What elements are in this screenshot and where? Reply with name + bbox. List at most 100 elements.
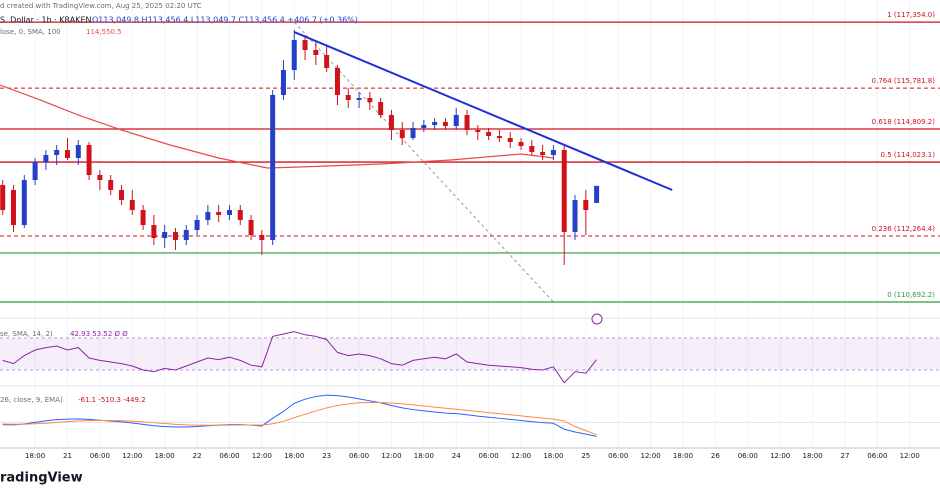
candle-body xyxy=(75,145,81,158)
candle-body xyxy=(226,210,232,216)
candle-body xyxy=(10,190,16,226)
watermark: d created with TradingView.com, Aug 25, … xyxy=(0,2,202,10)
fib-label: 0.618 (114,809.2) xyxy=(872,118,936,126)
x-tick-label: 06:00 xyxy=(219,452,239,460)
candle-body xyxy=(216,212,222,216)
x-tick-label: 06:00 xyxy=(349,452,369,460)
candle-body xyxy=(442,122,448,127)
plot xyxy=(0,21,940,437)
x-tick-label: 06:00 xyxy=(867,452,887,460)
x-tick-label: 21 xyxy=(63,452,72,460)
candle-body xyxy=(399,130,405,138)
candle-body xyxy=(86,145,92,176)
x-tick-label: 27 xyxy=(841,452,850,460)
x-tick-label: 06:00 xyxy=(738,452,758,460)
candle-body xyxy=(140,210,146,226)
fib-label: 1 (117,354.0) xyxy=(887,11,935,19)
event-icon xyxy=(591,313,603,325)
candle-body xyxy=(594,185,600,203)
macd-legend-values: -61.1 -510.3 -449.2 xyxy=(78,396,146,404)
rsi-legend: se, SMA, 14, 2) xyxy=(0,330,53,338)
candle-body xyxy=(313,50,319,56)
x-tick-label: 18:00 xyxy=(414,452,434,460)
candle-body xyxy=(529,146,535,153)
x-tick-label: 12:00 xyxy=(252,452,272,460)
fib-label: 0.236 (112,264.4) xyxy=(872,225,936,233)
candle-body xyxy=(388,115,394,131)
x-tick-label: 18:00 xyxy=(155,452,175,460)
fib-label: 0 (110,692.2) xyxy=(887,291,935,299)
x-tick-label: 23 xyxy=(322,452,331,460)
candle-body xyxy=(21,180,27,226)
x-tick-label: 18:00 xyxy=(25,452,45,460)
candle-body xyxy=(194,220,200,231)
candle-body xyxy=(270,95,276,241)
candle-body xyxy=(64,150,70,158)
x-tick-label: 12:00 xyxy=(770,452,790,460)
sma-legend-value: 114,550.5 xyxy=(86,28,122,36)
x-tick-label: 06:00 xyxy=(90,452,110,460)
candle-body xyxy=(464,115,470,131)
candle-body xyxy=(475,130,481,133)
candle-body xyxy=(151,225,157,238)
candle-body xyxy=(334,67,340,96)
candle-body xyxy=(572,200,578,233)
candle-body xyxy=(259,235,265,241)
candle-body xyxy=(421,125,427,128)
x-tick-label: 18:00 xyxy=(284,452,304,460)
candle-body xyxy=(378,102,384,116)
x-tick-label: 18:00 xyxy=(543,452,563,460)
candle-body xyxy=(118,190,124,201)
candle-body xyxy=(248,220,254,236)
x-tick-label: 12:00 xyxy=(381,452,401,460)
ohlc: O113,049.8 H113,456.4 L113,049.7 C113,45… xyxy=(92,16,358,25)
candle-body xyxy=(507,137,513,143)
candle-body xyxy=(550,150,556,156)
candle-body xyxy=(356,97,362,101)
rsi-line xyxy=(2,331,598,384)
candle-body xyxy=(302,40,308,51)
x-tick-label: 12:00 xyxy=(122,452,142,460)
candle-body xyxy=(540,152,546,156)
candle-body xyxy=(280,70,286,96)
x-tick-label: 12:00 xyxy=(641,452,661,460)
sma-legend: lose, 0, SMA, 100 xyxy=(0,28,61,36)
candle-body xyxy=(367,97,373,103)
x-tick-label: 26 xyxy=(711,452,720,460)
candle-body xyxy=(345,95,351,101)
x-tick-label: 25 xyxy=(581,452,590,460)
candle-body xyxy=(291,40,297,71)
rsi-band xyxy=(0,338,940,370)
candle-body xyxy=(486,132,492,137)
candle-body xyxy=(108,180,114,191)
candle-body xyxy=(172,232,178,241)
candle-body xyxy=(432,122,438,126)
sma-line xyxy=(0,84,554,169)
candle-body xyxy=(32,162,38,181)
x-tick-label: 18:00 xyxy=(802,452,822,460)
logo: radingView xyxy=(0,471,83,486)
candle-body xyxy=(410,127,416,138)
rsi-legend-values: 42.93 53.52 Ø Ø xyxy=(70,330,128,338)
candle-body xyxy=(324,55,330,68)
x-tick-label: 24 xyxy=(452,452,461,460)
candle-body xyxy=(97,175,103,181)
candle-body xyxy=(453,115,459,127)
fib-label: 0.764 (115,781.8) xyxy=(872,77,936,85)
symbol: S. Dollar · 1h · KRAKEN xyxy=(0,16,92,25)
candle-body xyxy=(237,210,243,221)
candle-body xyxy=(518,142,524,147)
candle-body xyxy=(54,150,60,156)
candle-body xyxy=(43,155,49,163)
candle-body xyxy=(496,136,502,138)
x-tick-label: 22 xyxy=(193,452,202,460)
signal-line xyxy=(2,401,597,436)
trendline xyxy=(293,31,673,191)
candle-body xyxy=(183,230,189,241)
x-tick-label: 06:00 xyxy=(608,452,628,460)
candle-body xyxy=(583,200,589,211)
x-tick-label: 12:00 xyxy=(900,452,920,460)
candle-body xyxy=(205,212,211,221)
